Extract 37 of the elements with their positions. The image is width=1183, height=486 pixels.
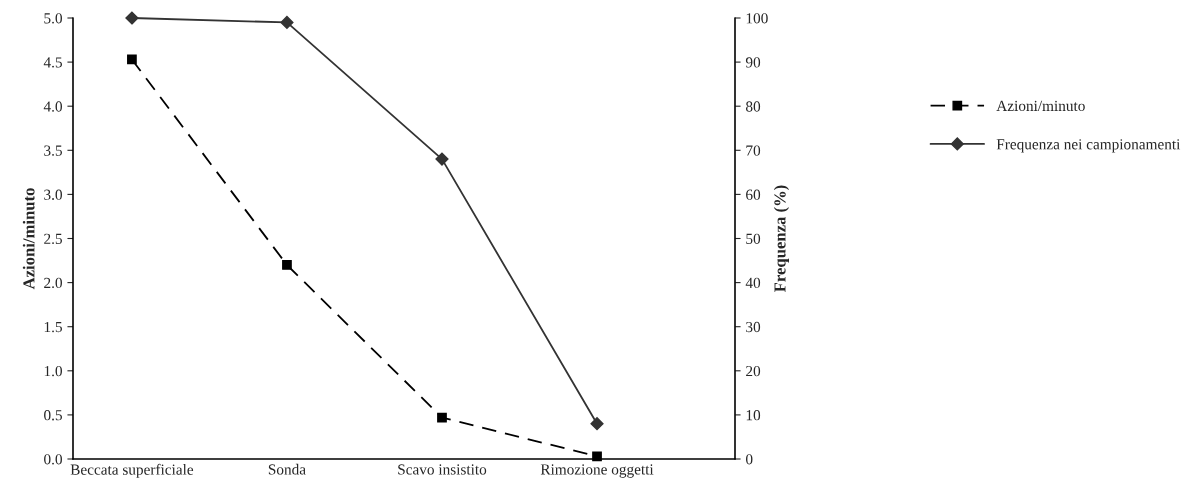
y2-tick-label: 10 bbox=[746, 410, 761, 421]
y2-tick-label: 50 bbox=[746, 233, 761, 244]
y2-tick-label: 70 bbox=[746, 145, 761, 156]
point bbox=[127, 54, 137, 65]
y2-tick-label: 30 bbox=[746, 321, 761, 333]
y-tick-label: 3.0 bbox=[44, 189, 62, 200]
point bbox=[282, 260, 292, 270]
y-tick-label: 0.5 bbox=[44, 410, 62, 421]
y2-tick-label: 0 bbox=[746, 454, 753, 465]
point bbox=[280, 15, 294, 29]
y-tick-label: 2.0 bbox=[44, 277, 62, 289]
x-tick-label: Rimozione oggetti bbox=[540, 464, 654, 478]
y-tick-label: 1.5 bbox=[44, 321, 62, 333]
y-axis-title: Azioni/minuto bbox=[22, 188, 35, 290]
point bbox=[435, 152, 449, 166]
y2-axis-title: Frequenza (%) bbox=[773, 185, 789, 292]
legend-label: Azioni/minuto bbox=[996, 100, 1085, 112]
y2-tick-label: 80 bbox=[746, 101, 761, 112]
legend-label: Frequenza nei campionamenti bbox=[996, 139, 1181, 153]
x-tick-label: Sonda bbox=[268, 463, 306, 475]
y2-tick-label: 90 bbox=[745, 57, 761, 68]
x-tick-label: Scavo insistito bbox=[398, 464, 487, 475]
y2-tick-label: 40 bbox=[745, 277, 761, 289]
y-tick-label: 4.5 bbox=[43, 57, 62, 68]
y-tick-label: 1.0 bbox=[44, 365, 62, 377]
y-tick-label: 3.5 bbox=[44, 145, 62, 156]
y-tick-label: 2.5 bbox=[44, 233, 62, 245]
point bbox=[590, 417, 604, 431]
y2-tick-label: 100 bbox=[746, 13, 768, 24]
x-tick-label: Beccata superficiale bbox=[70, 463, 194, 478]
y2-tick-label: 60 bbox=[746, 189, 761, 200]
y2-tick-label: 20 bbox=[746, 365, 761, 377]
y-tick-label: 4.0 bbox=[43, 101, 62, 112]
point bbox=[125, 11, 139, 25]
point bbox=[437, 412, 447, 423]
y-tick-label: 5.0 bbox=[44, 13, 62, 24]
y-tick-label: 0.0 bbox=[44, 454, 62, 465]
